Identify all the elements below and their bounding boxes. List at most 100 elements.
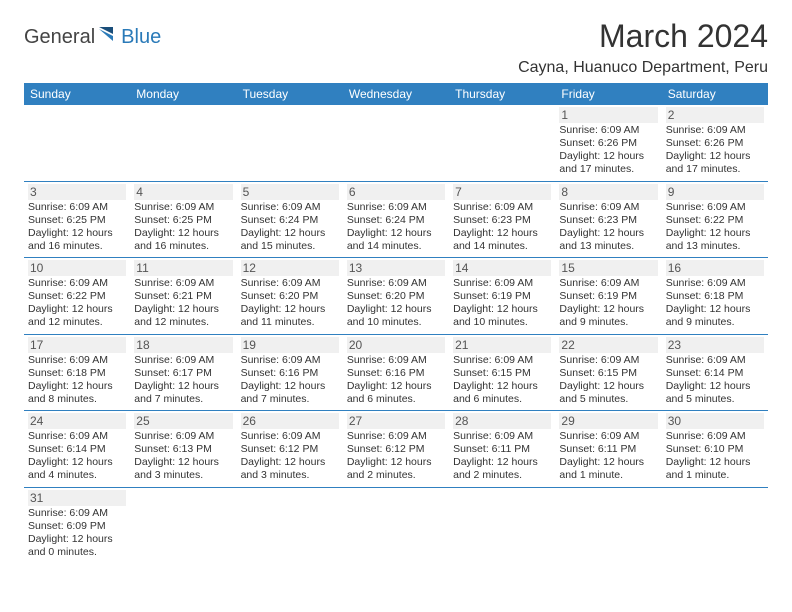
- day-number: 21: [453, 337, 551, 353]
- calendar-day-cell: 7Sunrise: 6:09 AMSunset: 6:23 PMDaylight…: [449, 181, 555, 258]
- weekday-header: Friday: [555, 83, 661, 105]
- day-info-line: and 13 minutes.: [666, 240, 764, 253]
- day-info-line: Sunrise: 6:09 AM: [559, 124, 657, 137]
- day-info-line: Sunrise: 6:09 AM: [134, 201, 232, 214]
- day-info-line: Sunset: 6:24 PM: [241, 214, 339, 227]
- day-info-line: and 7 minutes.: [134, 393, 232, 406]
- calendar-week-row: 17Sunrise: 6:09 AMSunset: 6:18 PMDayligh…: [24, 334, 768, 411]
- day-info-line: Sunset: 6:14 PM: [28, 443, 126, 456]
- calendar-day-cell: 6Sunrise: 6:09 AMSunset: 6:24 PMDaylight…: [343, 181, 449, 258]
- day-info-line: Daylight: 12 hours: [347, 227, 445, 240]
- day-info-line: Sunset: 6:13 PM: [134, 443, 232, 456]
- day-info-line: and 17 minutes.: [666, 163, 764, 176]
- weekday-header: Sunday: [24, 83, 130, 105]
- day-info-line: Sunrise: 6:09 AM: [666, 354, 764, 367]
- day-info-line: Sunset: 6:23 PM: [453, 214, 551, 227]
- day-info-line: Sunrise: 6:09 AM: [28, 201, 126, 214]
- day-info-line: Sunrise: 6:09 AM: [134, 277, 232, 290]
- calendar-day-cell: [237, 105, 343, 181]
- weekday-header: Saturday: [662, 83, 768, 105]
- day-info-line: Sunset: 6:18 PM: [666, 290, 764, 303]
- calendar-day-cell: [449, 105, 555, 181]
- day-info-line: and 3 minutes.: [134, 469, 232, 482]
- calendar-day-cell: 30Sunrise: 6:09 AMSunset: 6:10 PMDayligh…: [662, 411, 768, 488]
- day-info-line: and 9 minutes.: [666, 316, 764, 329]
- day-number: 16: [666, 260, 764, 276]
- day-info-line: Sunset: 6:15 PM: [559, 367, 657, 380]
- day-info-line: and 2 minutes.: [453, 469, 551, 482]
- calendar-day-cell: 15Sunrise: 6:09 AMSunset: 6:19 PMDayligh…: [555, 258, 661, 335]
- day-info-line: and 7 minutes.: [241, 393, 339, 406]
- day-info-line: Sunset: 6:18 PM: [28, 367, 126, 380]
- calendar-day-cell: 31Sunrise: 6:09 AMSunset: 6:09 PMDayligh…: [24, 487, 130, 563]
- day-info-line: Daylight: 12 hours: [559, 227, 657, 240]
- day-info-line: Sunset: 6:25 PM: [134, 214, 232, 227]
- day-info-line: Daylight: 12 hours: [559, 456, 657, 469]
- calendar-day-cell: [449, 487, 555, 563]
- day-info-line: Sunset: 6:20 PM: [241, 290, 339, 303]
- day-info-line: and 17 minutes.: [559, 163, 657, 176]
- day-info-line: Sunrise: 6:09 AM: [134, 430, 232, 443]
- day-info-line: Daylight: 12 hours: [28, 303, 126, 316]
- day-info-line: Sunrise: 6:09 AM: [453, 201, 551, 214]
- day-info-line: Daylight: 12 hours: [666, 456, 764, 469]
- day-number: 17: [28, 337, 126, 353]
- day-info-line: Sunset: 6:17 PM: [134, 367, 232, 380]
- calendar-week-row: 1Sunrise: 6:09 AMSunset: 6:26 PMDaylight…: [24, 105, 768, 181]
- day-info-line: and 3 minutes.: [241, 469, 339, 482]
- weekday-header: Tuesday: [237, 83, 343, 105]
- day-info-line: Daylight: 12 hours: [453, 303, 551, 316]
- day-info-line: Sunset: 6:23 PM: [559, 214, 657, 227]
- day-info-line: Sunrise: 6:09 AM: [347, 430, 445, 443]
- day-info-line: Daylight: 12 hours: [241, 303, 339, 316]
- day-info-line: Daylight: 12 hours: [559, 150, 657, 163]
- calendar-day-cell: 18Sunrise: 6:09 AMSunset: 6:17 PMDayligh…: [130, 334, 236, 411]
- day-info-line: Daylight: 12 hours: [28, 533, 126, 546]
- day-info-line: Sunrise: 6:09 AM: [347, 277, 445, 290]
- day-info-line: Daylight: 12 hours: [241, 227, 339, 240]
- day-number: 14: [453, 260, 551, 276]
- day-number: 25: [134, 413, 232, 429]
- calendar-day-cell: 9Sunrise: 6:09 AMSunset: 6:22 PMDaylight…: [662, 181, 768, 258]
- day-info-line: Sunrise: 6:09 AM: [241, 430, 339, 443]
- day-number: 6: [347, 184, 445, 200]
- day-number: 4: [134, 184, 232, 200]
- day-number: 2: [666, 107, 764, 123]
- day-info-line: Sunset: 6:19 PM: [453, 290, 551, 303]
- day-info-line: Sunrise: 6:09 AM: [28, 354, 126, 367]
- day-info-line: Sunrise: 6:09 AM: [559, 277, 657, 290]
- day-number: 29: [559, 413, 657, 429]
- day-number: 10: [28, 260, 126, 276]
- calendar-day-cell: 8Sunrise: 6:09 AMSunset: 6:23 PMDaylight…: [555, 181, 661, 258]
- calendar-week-row: 31Sunrise: 6:09 AMSunset: 6:09 PMDayligh…: [24, 487, 768, 563]
- calendar-day-cell: 10Sunrise: 6:09 AMSunset: 6:22 PMDayligh…: [24, 258, 130, 335]
- day-number: 5: [241, 184, 339, 200]
- day-info-line: Sunset: 6:22 PM: [666, 214, 764, 227]
- day-info-line: Daylight: 12 hours: [666, 380, 764, 393]
- calendar-day-cell: 23Sunrise: 6:09 AMSunset: 6:14 PMDayligh…: [662, 334, 768, 411]
- day-info-line: Sunrise: 6:09 AM: [666, 430, 764, 443]
- day-info-line: Sunset: 6:22 PM: [28, 290, 126, 303]
- day-info-line: Daylight: 12 hours: [453, 227, 551, 240]
- calendar-day-cell: 5Sunrise: 6:09 AMSunset: 6:24 PMDaylight…: [237, 181, 343, 258]
- day-info-line: Daylight: 12 hours: [666, 150, 764, 163]
- calendar-day-cell: 12Sunrise: 6:09 AMSunset: 6:20 PMDayligh…: [237, 258, 343, 335]
- day-info-line: Sunset: 6:15 PM: [453, 367, 551, 380]
- day-info-line: and 6 minutes.: [347, 393, 445, 406]
- day-info-line: and 12 minutes.: [28, 316, 126, 329]
- day-info-line: Daylight: 12 hours: [134, 303, 232, 316]
- day-info-line: Daylight: 12 hours: [666, 227, 764, 240]
- day-info-line: Daylight: 12 hours: [28, 227, 126, 240]
- day-info-line: Sunrise: 6:09 AM: [559, 201, 657, 214]
- day-info-line: Daylight: 12 hours: [134, 380, 232, 393]
- title-block: March 2024 Cayna, Huanuco Department, Pe…: [518, 18, 768, 77]
- calendar-day-cell: 21Sunrise: 6:09 AMSunset: 6:15 PMDayligh…: [449, 334, 555, 411]
- day-info-line: Daylight: 12 hours: [666, 303, 764, 316]
- logo-text-general: General: [24, 26, 95, 49]
- day-number: 12: [241, 260, 339, 276]
- day-info-line: and 16 minutes.: [134, 240, 232, 253]
- day-number: 28: [453, 413, 551, 429]
- day-number: 8: [559, 184, 657, 200]
- day-info-line: Sunset: 6:12 PM: [347, 443, 445, 456]
- day-number: 19: [241, 337, 339, 353]
